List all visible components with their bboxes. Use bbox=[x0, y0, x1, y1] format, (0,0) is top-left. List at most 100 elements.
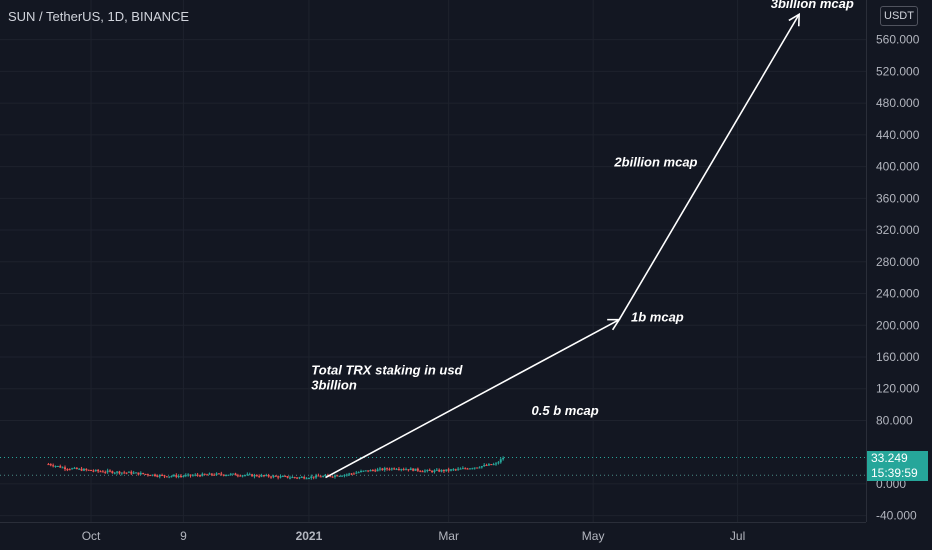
candle-body bbox=[426, 469, 429, 471]
candle-body bbox=[364, 470, 367, 472]
candle-body bbox=[246, 474, 249, 476]
candle-body bbox=[54, 466, 57, 468]
candle-body bbox=[329, 475, 332, 477]
candle-body bbox=[97, 469, 100, 472]
candle-body bbox=[153, 474, 156, 477]
candle-body bbox=[227, 474, 230, 476]
y-tick-label: 400.000 bbox=[876, 160, 920, 174]
candle-body bbox=[468, 468, 471, 470]
y-tick-label: 520.000 bbox=[876, 64, 920, 78]
y-tick-label: 480.000 bbox=[876, 96, 920, 110]
annotation-text: 0.5 b mcap bbox=[532, 403, 599, 418]
candle-body bbox=[345, 474, 348, 476]
candle-body bbox=[374, 470, 377, 472]
annotation-text: Total TRX staking in usd 3billion bbox=[311, 362, 463, 392]
candle-body bbox=[253, 475, 256, 477]
last-price-tag: 33.249 bbox=[867, 451, 928, 466]
candle-body bbox=[191, 475, 194, 477]
candle-body bbox=[355, 472, 358, 474]
candle-body bbox=[402, 469, 405, 471]
candle-body bbox=[85, 468, 88, 470]
candle-body bbox=[386, 468, 389, 470]
candle-body bbox=[495, 463, 498, 465]
candle-body bbox=[222, 474, 225, 476]
candle-body bbox=[161, 474, 164, 476]
candle-body bbox=[293, 477, 296, 479]
candle-body bbox=[369, 470, 372, 472]
candle-body bbox=[49, 464, 52, 466]
candle-body bbox=[423, 470, 426, 472]
candle-body bbox=[300, 476, 303, 478]
candle-body bbox=[371, 470, 374, 472]
candle-body bbox=[298, 477, 301, 479]
y-tick-label: 360.000 bbox=[876, 191, 920, 205]
candle-body bbox=[116, 471, 119, 473]
candle-body bbox=[307, 477, 310, 479]
candle-body bbox=[142, 472, 145, 474]
candle-body bbox=[454, 469, 457, 471]
candle-body bbox=[118, 471, 121, 474]
candle-body bbox=[217, 473, 220, 475]
x-tick-label: 2021 bbox=[296, 529, 323, 543]
y-tick-label: 80.000 bbox=[876, 413, 913, 427]
candle-body bbox=[194, 474, 197, 476]
candle-body bbox=[239, 475, 242, 477]
y-tick-label: 240.000 bbox=[876, 287, 920, 301]
candle-body bbox=[234, 473, 237, 476]
candle-body bbox=[362, 470, 365, 472]
candle-body bbox=[87, 469, 90, 471]
candle-body bbox=[168, 476, 171, 478]
candle-body bbox=[260, 475, 263, 477]
candle-body bbox=[388, 469, 391, 471]
candle-body bbox=[251, 474, 254, 477]
candle-body bbox=[258, 476, 261, 478]
annotation-text: 1b mcap bbox=[631, 309, 684, 324]
currency-button[interactable]: USDT bbox=[880, 6, 918, 26]
price-series bbox=[47, 456, 505, 480]
candle-body bbox=[485, 464, 488, 466]
candle-body bbox=[390, 468, 393, 470]
y-tick-label: 560.000 bbox=[876, 33, 920, 47]
candle-body bbox=[75, 467, 78, 470]
time-axis[interactable]: Oct 9 2021 Mar May Jul bbox=[82, 529, 746, 543]
candle-body bbox=[210, 473, 213, 475]
y-tick-label: 120.000 bbox=[876, 382, 920, 396]
candle-body bbox=[165, 476, 168, 478]
last-price-lines bbox=[0, 457, 866, 476]
candle-body bbox=[135, 472, 138, 474]
candle-body bbox=[94, 469, 97, 471]
candle-body bbox=[490, 464, 493, 466]
candle-body bbox=[428, 469, 431, 471]
candle-body bbox=[452, 469, 455, 471]
candle-body bbox=[502, 457, 505, 460]
candle-body bbox=[99, 471, 102, 473]
candle-body bbox=[459, 468, 462, 470]
candle-body bbox=[198, 475, 201, 477]
candle-body bbox=[262, 475, 265, 477]
candle-body bbox=[203, 473, 206, 475]
annotation-text: 3billion mcap bbox=[771, 0, 854, 11]
candle-body bbox=[378, 468, 381, 470]
annotation-line: 0.5 b mcap bbox=[532, 403, 599, 418]
price-axis[interactable]: 560.000 520.000 480.000 440.000 400.000 360.0… bbox=[876, 33, 920, 523]
candle-body bbox=[333, 475, 336, 477]
candle-body bbox=[272, 475, 275, 478]
candle-body bbox=[319, 476, 322, 478]
candle-body bbox=[288, 477, 291, 479]
candle-body bbox=[431, 470, 434, 472]
annotation-text: 2billion mcap bbox=[613, 155, 697, 170]
trend-arrows[interactable] bbox=[325, 12, 801, 479]
candle-body bbox=[466, 468, 469, 470]
candle-body bbox=[47, 464, 50, 466]
candle-body bbox=[492, 464, 495, 466]
candle-body bbox=[61, 467, 64, 469]
candle-body bbox=[414, 468, 417, 471]
candle-body bbox=[66, 469, 69, 471]
candle-body bbox=[360, 471, 363, 473]
candle-body bbox=[433, 470, 436, 472]
candle-body bbox=[111, 471, 114, 474]
candle-body bbox=[357, 472, 360, 474]
annotations[interactable]: 3billion mcap 2billion mcap 1b mcap 0.5 b m… bbox=[311, 0, 854, 418]
candle-body bbox=[170, 476, 173, 478]
